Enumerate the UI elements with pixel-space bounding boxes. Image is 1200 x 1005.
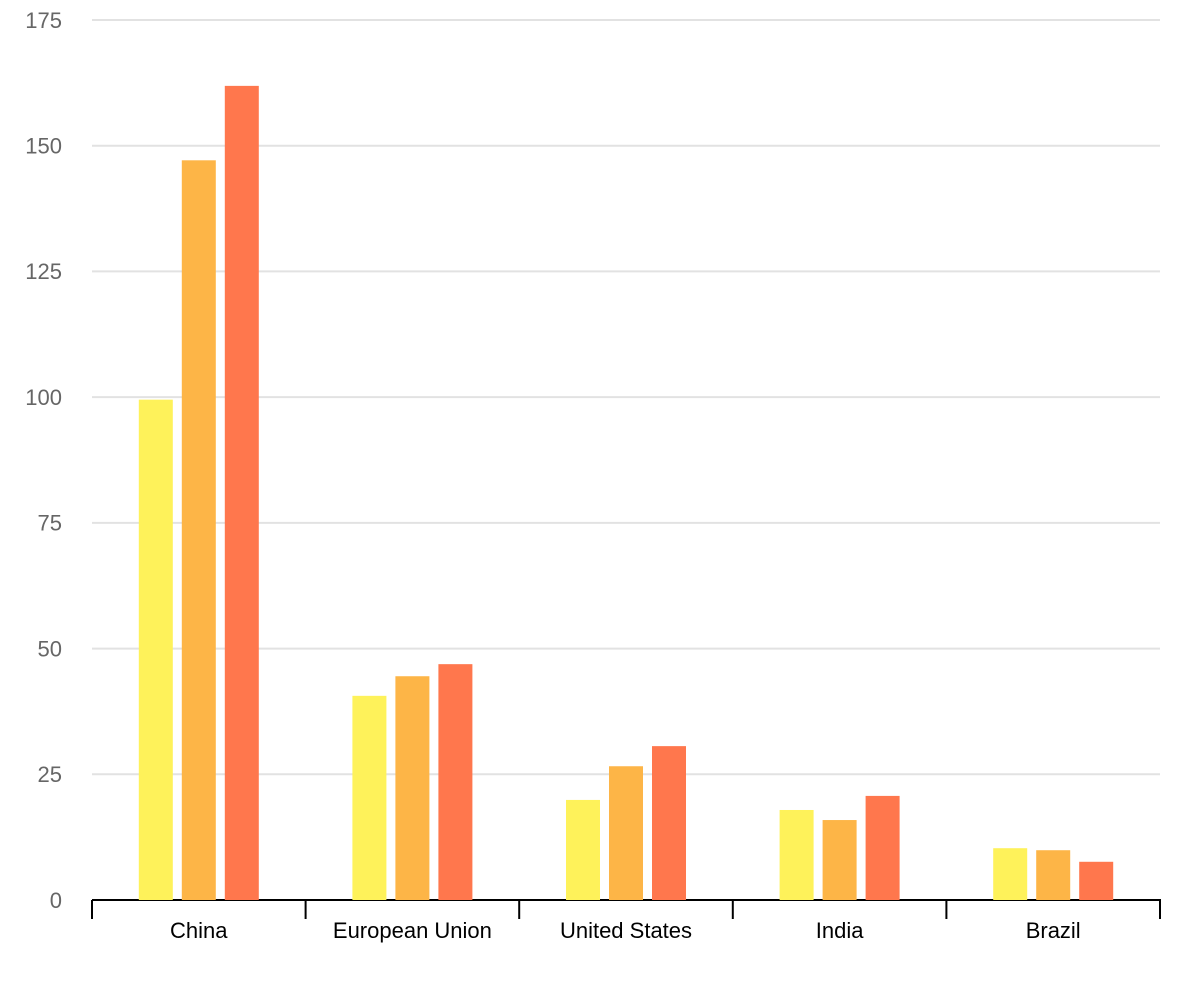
y-tick-label: 125 — [25, 259, 62, 284]
x-tick-label: China — [170, 918, 228, 943]
bar — [779, 809, 814, 900]
y-tick-label: 100 — [25, 385, 62, 410]
x-tick-label: India — [816, 918, 864, 943]
x-tick-label: United States — [560, 918, 692, 943]
y-tick-label: 75 — [38, 511, 62, 536]
bar — [138, 399, 173, 900]
bar — [438, 664, 473, 900]
bar — [224, 85, 259, 901]
bar — [395, 676, 430, 900]
bar — [652, 746, 686, 900]
bar — [1036, 850, 1071, 900]
bar — [352, 695, 387, 900]
x-tick-label: European Union — [333, 918, 492, 943]
y-tick-label: 0 — [50, 888, 62, 913]
y-tick-label: 175 — [25, 8, 62, 33]
x-tick-label: Brazil — [1026, 918, 1081, 943]
bar — [822, 820, 857, 900]
y-tick-label: 25 — [38, 762, 62, 787]
bar — [1079, 861, 1114, 900]
y-tick-label: 50 — [38, 636, 62, 661]
y-tick-label: 150 — [25, 134, 62, 159]
bar — [181, 160, 216, 901]
bar — [609, 766, 643, 900]
bar — [865, 795, 900, 900]
bar — [566, 799, 600, 900]
bar — [993, 848, 1028, 900]
